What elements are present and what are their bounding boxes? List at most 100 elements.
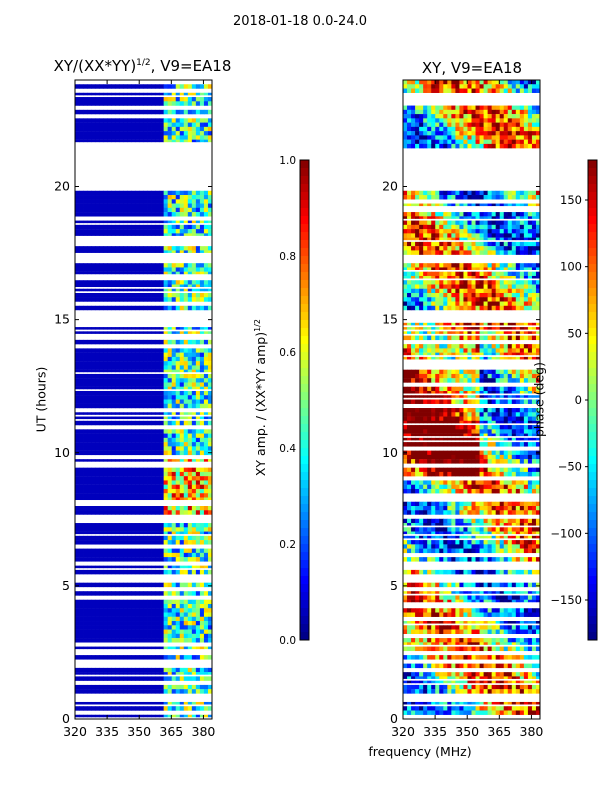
heatmap-cell bbox=[195, 603, 201, 609]
heatmap-cell bbox=[167, 437, 173, 443]
heatmap-cell bbox=[147, 327, 152, 330]
heatmap-cell bbox=[135, 293, 140, 298]
heatmap-cell bbox=[107, 446, 112, 451]
heatmap-cell bbox=[527, 224, 533, 230]
heatmap-cell bbox=[195, 655, 201, 660]
heatmap-cell bbox=[171, 557, 177, 562]
heatmap-cell bbox=[191, 608, 197, 613]
heatmap-cell bbox=[139, 471, 144, 477]
heatmap-cell bbox=[139, 684, 144, 690]
heatmap-cell bbox=[87, 621, 92, 626]
heatmap-cell bbox=[115, 395, 120, 400]
heatmap-cell bbox=[199, 603, 205, 609]
heatmap-cell bbox=[147, 139, 152, 143]
heatmap-cell bbox=[91, 97, 96, 102]
heatmap-cell bbox=[203, 109, 209, 115]
heatmap-cell bbox=[183, 203, 189, 208]
heatmap-cell bbox=[195, 305, 201, 311]
heatmap-cell bbox=[495, 335, 501, 341]
heatmap-cell bbox=[467, 356, 472, 360]
heatmap-cell bbox=[139, 493, 144, 498]
heatmap-cell bbox=[475, 327, 480, 330]
heatmap-cell bbox=[115, 616, 120, 622]
heatmap-cell bbox=[427, 212, 432, 217]
heatmap-cell bbox=[75, 356, 80, 362]
heatmap-cell bbox=[507, 195, 513, 200]
heatmap-cell bbox=[207, 293, 213, 298]
heatmap-cell bbox=[131, 676, 136, 681]
heatmap-cell bbox=[151, 378, 156, 383]
heatmap-cell bbox=[451, 118, 456, 123]
heatmap-cell bbox=[507, 293, 513, 298]
heatmap-cell bbox=[431, 126, 436, 132]
heatmap-cell bbox=[475, 369, 480, 375]
heatmap-cell bbox=[91, 190, 96, 196]
heatmap-cell bbox=[147, 395, 152, 400]
heatmap-cell bbox=[531, 143, 537, 149]
heatmap-cell bbox=[431, 284, 436, 289]
heatmap-cell bbox=[195, 280, 201, 285]
heatmap-cell bbox=[403, 305, 408, 311]
heatmap-cell bbox=[515, 293, 521, 298]
heatmap-cell bbox=[79, 706, 84, 711]
heatmap-cell bbox=[131, 365, 136, 370]
heatmap-cell bbox=[131, 412, 136, 415]
heatmap-cell bbox=[115, 437, 120, 443]
heatmap-cell bbox=[403, 369, 408, 375]
heatmap-cell bbox=[411, 356, 416, 360]
heatmap-cell bbox=[139, 327, 144, 330]
heatmap-cell bbox=[95, 109, 100, 115]
heatmap-cell bbox=[183, 395, 189, 400]
heatmap-cell bbox=[403, 229, 408, 234]
heatmap-cell bbox=[439, 118, 444, 123]
heatmap-cell bbox=[119, 233, 124, 236]
heatmap-cell bbox=[103, 638, 108, 643]
heatmap-cell bbox=[467, 114, 472, 119]
heatmap-cell bbox=[447, 237, 452, 241]
heatmap-cell bbox=[151, 548, 156, 554]
heatmap-cell bbox=[127, 582, 132, 588]
heatmap-cell bbox=[403, 237, 408, 241]
heatmap-cell bbox=[203, 135, 209, 140]
heatmap-cell bbox=[447, 348, 452, 353]
heatmap-cell bbox=[119, 284, 124, 288]
heatmap-cell bbox=[407, 190, 412, 196]
heatmap-cell bbox=[103, 603, 108, 609]
heatmap-cell bbox=[115, 565, 120, 569]
heatmap-cell bbox=[407, 229, 412, 234]
heatmap-cell bbox=[451, 139, 456, 145]
heatmap-cell bbox=[139, 212, 144, 217]
heatmap-cell bbox=[207, 356, 213, 362]
heatmap-cell bbox=[91, 378, 96, 383]
heatmap-cell bbox=[123, 131, 128, 136]
heatmap-cell bbox=[147, 203, 152, 208]
heatmap-cell bbox=[467, 80, 472, 85]
heatmap-cell bbox=[479, 284, 484, 289]
heatmap-cell bbox=[191, 471, 197, 477]
heatmap-cell bbox=[499, 267, 505, 270]
heatmap-cell bbox=[83, 327, 88, 330]
heatmap-cell bbox=[75, 523, 80, 528]
heatmap-cell bbox=[127, 459, 132, 462]
heatmap-cell bbox=[115, 356, 120, 362]
heatmap-cell bbox=[151, 714, 156, 718]
heatmap-cell bbox=[415, 305, 420, 311]
heatmap-cell bbox=[451, 288, 456, 294]
heatmap-cell bbox=[199, 92, 205, 96]
heatmap-cell bbox=[111, 437, 116, 443]
heatmap-cell bbox=[163, 92, 169, 96]
heatmap-cell bbox=[427, 293, 432, 298]
heatmap-cell bbox=[103, 348, 108, 353]
heatmap-cell bbox=[431, 250, 436, 255]
heatmap-cell bbox=[163, 706, 169, 711]
heatmap-cell bbox=[87, 361, 92, 366]
heatmap-cell bbox=[527, 280, 533, 285]
heatmap-cell bbox=[139, 476, 144, 481]
heatmap-cell bbox=[103, 646, 108, 650]
heatmap-cell bbox=[451, 297, 456, 302]
heatmap-cell bbox=[159, 459, 165, 462]
heatmap-cell bbox=[123, 280, 128, 285]
heatmap-cell bbox=[415, 135, 420, 140]
heatmap-cell bbox=[491, 284, 497, 289]
heatmap-cell bbox=[83, 608, 88, 613]
